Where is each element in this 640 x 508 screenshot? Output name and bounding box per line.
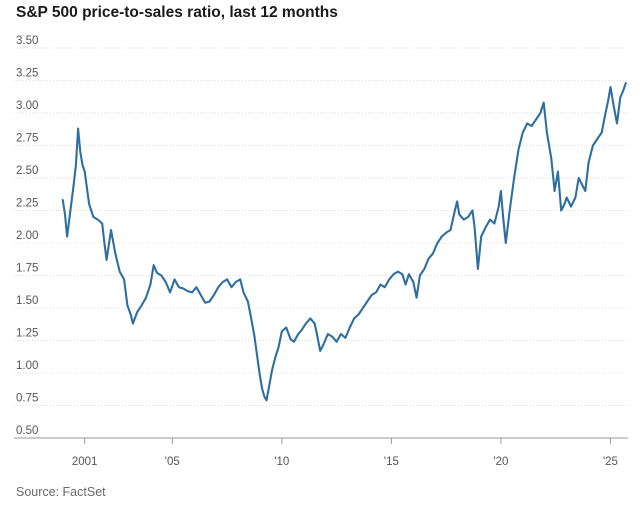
y-tick-label: 2.00 (16, 230, 38, 242)
y-tick-label: 1.50 (16, 295, 38, 307)
y-axis-ticks: 3.50 3.25 3.00 2.75 2.50 2.25 2.00 1.75 1.50 1.25… (16, 35, 38, 437)
x-axis-ticks: 2001 '05 '10 '15 '20 '25 (72, 438, 618, 468)
source-note: Source: FactSet (16, 485, 106, 499)
x-tick-label: '05 (165, 456, 180, 468)
chart-title: S&P 500 price-to-sales ratio, last 12 mo… (16, 4, 338, 21)
y-tick-label: 2.75 (16, 133, 38, 145)
x-tick-label: '10 (274, 456, 289, 468)
y-tick-label: 1.00 (16, 360, 38, 372)
y-tick-label: 3.25 (16, 68, 38, 80)
grid-lines (14, 47, 628, 439)
x-tick-label: '20 (493, 456, 508, 468)
y-tick-label: 0.75 (16, 393, 38, 405)
x-tick-label: 2001 (72, 456, 98, 468)
x-tick-label: '25 (603, 456, 618, 468)
y-tick-label: 1.75 (16, 263, 38, 275)
y-tick-label: 2.25 (16, 198, 38, 210)
y-tick-label: 3.50 (16, 35, 38, 47)
y-tick-label: 3.00 (16, 100, 38, 112)
series-line (61, 82, 627, 402)
y-tick-label: 2.50 (16, 165, 38, 177)
y-tick-label: 0.50 (16, 425, 38, 437)
y-tick-label: 1.25 (16, 328, 38, 340)
x-tick-label: '15 (384, 456, 399, 468)
